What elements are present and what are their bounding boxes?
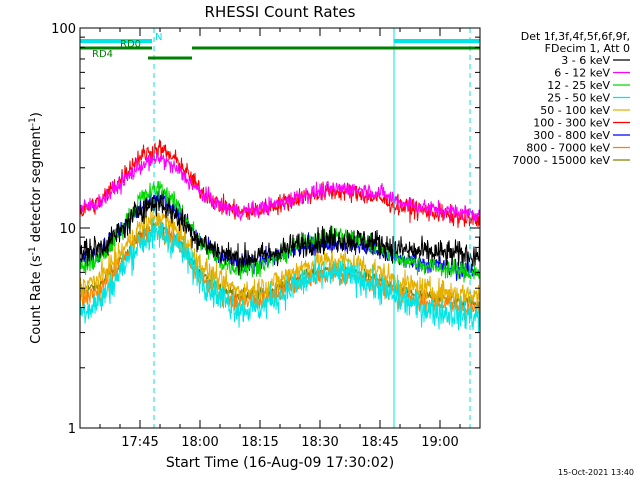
legend-label-7000-15000-kev: 7000 - 15000 keV xyxy=(512,154,610,167)
series-line-25-50-kev xyxy=(79,218,481,333)
legend-label-100-300-kev: 100 - 300 keV xyxy=(533,117,610,130)
series-line-3-6-kev xyxy=(79,193,481,276)
x-tick-label: 18:00 xyxy=(181,435,218,450)
x-tick-label: 18:45 xyxy=(361,435,398,450)
flag-label-rd0: RD0 xyxy=(120,39,141,50)
legend: Det 1f,3f,4f,5f,6f,9f, FDecim 1, Att 0 3… xyxy=(512,30,630,167)
y-axis-label: Count Rate (s-1 detector segment-1) xyxy=(28,112,44,344)
x-tick-label: 19:00 xyxy=(421,435,458,450)
x-axis-label: Start Time (16-Aug-09 17:30:02) xyxy=(166,455,394,471)
legend-label-25-50-kev: 25 - 50 keV xyxy=(547,92,610,105)
series-line-50-100-kev xyxy=(79,205,481,308)
x-tick-label: 18:30 xyxy=(301,435,338,450)
legend-label-50-100-kev: 50 - 100 keV xyxy=(540,104,610,117)
flag-label-rd4: RD4 xyxy=(92,49,113,60)
series-line-100-300-kev xyxy=(79,139,481,228)
series-line-800-7000-kev xyxy=(79,219,481,321)
legend-label-3-6-kev: 3 - 6 keV xyxy=(561,54,610,67)
series-layer xyxy=(79,139,481,333)
series-line-12-25-kev xyxy=(79,180,481,283)
axis-layer: 17:45 18:00 18:15 18:30 18:45 19:00 1 10 100 xyxy=(51,22,481,450)
y-tick-label: 10 xyxy=(59,222,76,237)
flag-label-n: N xyxy=(155,32,162,43)
y-tick-label: 100 xyxy=(51,22,76,37)
legend-label-800-7000-kev: 800 - 7000 keV xyxy=(526,142,610,155)
x-tick-label: 17:45 xyxy=(121,435,158,450)
legend-label-6-12-kev: 6 - 12 keV xyxy=(554,67,610,80)
flag-bar-layer: N RD0 RD4 xyxy=(80,32,480,60)
legend-label-12-25-kev: 12 - 25 keV xyxy=(547,79,610,92)
legend-label-300-800-kev: 300 - 800 keV xyxy=(533,129,610,142)
y-tick-label: 1 xyxy=(68,422,76,437)
series-line-6-12-kev xyxy=(79,151,481,222)
legend-header-line2: FDecim 1, Att 0 xyxy=(545,42,630,55)
generation-timestamp: 15-Oct-2021 13:40 xyxy=(558,468,634,477)
x-tick-label: 18:15 xyxy=(241,435,278,450)
legend-header-line1: Det 1f,3f,4f,5f,6f,9f, xyxy=(521,30,630,43)
chart-title: RHESSI Count Rates xyxy=(205,3,356,21)
